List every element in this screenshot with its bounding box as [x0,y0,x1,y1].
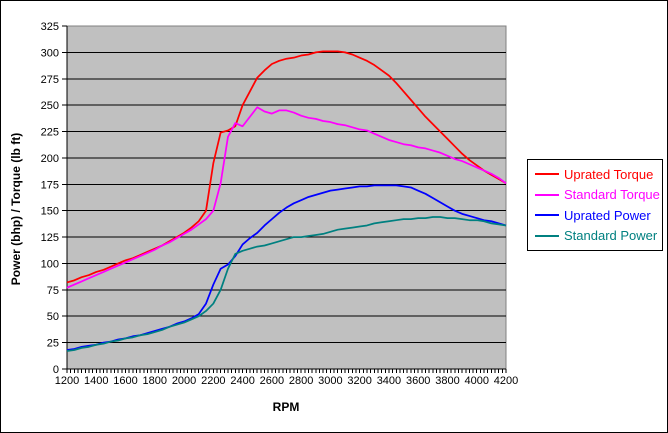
legend-item-standard-torque: Standard Torque [535,188,662,201]
x-tick-label: 1600 [113,375,137,387]
series-line-standard-power [66,216,507,352]
legend-label: Uprated Torque [564,166,654,182]
y-tick-label: 150 [41,206,59,218]
series-line-uprated-torque [66,50,507,284]
legend-label: Uprated Power [564,207,651,223]
y-tick-label: 75 [47,285,59,297]
plot-area [66,25,507,370]
gridlines [67,51,506,344]
y-tick-label: 100 [41,258,59,270]
y-tick-label: 250 [41,100,59,112]
x-tick-label: 2600 [260,375,284,387]
legend-line-swatch [535,173,559,176]
x-tick-label: 1200 [55,375,79,387]
x-tick-label: 2400 [230,375,254,387]
legend-label: Standard Torque [564,187,660,203]
x-tick-label: 1800 [143,375,167,387]
x-axis-title: RPM [272,400,300,414]
x-tick-label: 3800 [435,375,459,387]
legend-item-standard-power: Standard Power [535,229,662,242]
legend-item-uprated-torque: Uprated Torque [535,168,662,181]
legend: Uprated Torque Standard Torque Uprated Pow… [527,159,663,251]
y-tick-label: 325 [41,21,59,33]
x-tick-label: 1400 [84,375,108,387]
x-tick-label: 3000 [318,375,342,387]
x-tick-label: 3200 [347,375,371,387]
tick-labels: 0 25 50 75 100 125 150 175 200 225 250 275 300 325 120… [41,21,519,387]
legend-item-uprated-power: Uprated Power [535,209,662,222]
y-tick-label: 200 [41,153,59,165]
y-tick-label: 25 [47,338,59,350]
x-tick-label: 2000 [172,375,196,387]
legend-line-swatch [535,193,559,196]
y-tick-label: 125 [41,232,59,244]
y-tick-label: 275 [41,74,59,86]
axes [62,25,507,373]
x-tick-label: 4000 [464,375,488,387]
x-tick-label: 3600 [406,375,430,387]
x-tick-label: 4200 [494,375,518,387]
y-tick-label: 300 [41,47,59,59]
y-tick-label: 175 [41,179,59,191]
x-tick-label: 3400 [377,375,401,387]
x-tick-label: 2800 [289,375,313,387]
y-tick-label: 0 [53,364,59,376]
y-axis-title: Power (bhp) / Torque (lb ft) [9,132,23,286]
legend-label: Standard Power [564,228,658,244]
legend-line-swatch [535,234,559,237]
series-lines [66,50,507,352]
y-tick-label: 50 [47,311,59,323]
x-tick-label: 2200 [201,375,225,387]
y-tick-label: 225 [41,127,59,139]
series-line-standard-torque [66,106,507,289]
legend-line-swatch [535,214,559,217]
